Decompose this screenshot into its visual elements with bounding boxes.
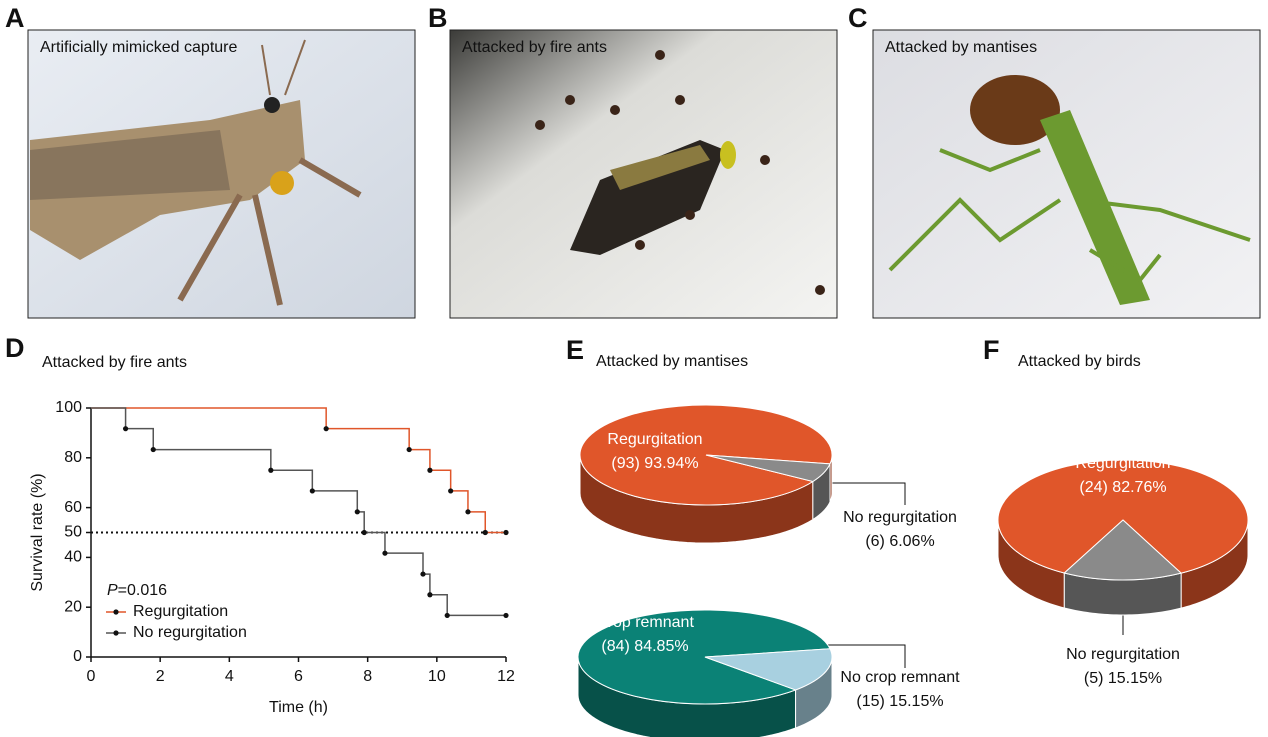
y-tick-label: 100 (55, 399, 82, 416)
legend-dot (113, 609, 119, 615)
curve-point (482, 529, 488, 536)
slice-name: Regurgitation (607, 431, 702, 448)
leader-line (800, 482, 906, 505)
slice-name: No regurgitation (843, 509, 957, 526)
curve-point (503, 612, 509, 619)
pie-slice (577, 609, 831, 705)
legend-label: Regurgitation (133, 603, 228, 620)
y-tick-label: 50 (64, 524, 82, 541)
curve-point (448, 488, 454, 494)
curve-point (427, 467, 433, 473)
panel-letter: C (848, 3, 868, 33)
pie-slice (705, 454, 831, 483)
y-tick-label: 60 (64, 499, 82, 516)
curve-point (268, 467, 274, 473)
curve-point (427, 592, 433, 598)
annotation-text: =0.016 (118, 582, 167, 599)
chart-title: Attacked by fire ants (42, 354, 187, 371)
photo-caption: Attacked by mantises (885, 39, 1037, 56)
legend-label: No regurgitation (133, 624, 247, 641)
panel-letter: F (983, 335, 1000, 365)
curve-point (361, 529, 367, 536)
pie-sides (997, 519, 1249, 616)
slice-value-label: (24) 82.76% (1079, 479, 1166, 496)
panel-letter: A (5, 3, 25, 33)
y-axis-label: Survival rate (%) (29, 473, 46, 591)
slice-name: No crop remnant (840, 669, 960, 686)
pie-tops (997, 459, 1249, 581)
photo-caption: Artificially mimicked capture (40, 39, 237, 56)
x-tick-label: 6 (294, 668, 303, 685)
curve-point (420, 571, 426, 577)
photo-caption: Attacked by fire ants (462, 39, 607, 56)
slice-name: Crop remnant (596, 614, 694, 631)
curve-point (465, 509, 471, 515)
curve-point (122, 426, 129, 432)
curve-point (323, 426, 329, 432)
x-axis-label: Time (h) (269, 699, 328, 716)
curve-point (444, 612, 450, 619)
pie-tops (577, 609, 833, 705)
x-tick-label: 8 (363, 668, 372, 685)
y-tick-label: 40 (64, 549, 82, 566)
slice-name: No regurgitation (1066, 646, 1180, 663)
photo-a (27, 29, 416, 319)
x-tick-label: 10 (428, 668, 446, 685)
pie-slice (1063, 519, 1183, 581)
x-tick-label: 4 (225, 668, 234, 685)
legend-dot (113, 630, 119, 636)
pie-slice (704, 648, 833, 691)
chart-title: Attacked by birds (1018, 353, 1141, 370)
slice-value-label: (84) 84.85% (601, 638, 688, 655)
curve-point (382, 550, 388, 556)
chart-title: Attacked by mantises (596, 353, 748, 370)
slice-value-label: (15) 15.15% (856, 693, 943, 710)
slice-value-label: (6) 6.06% (865, 533, 934, 550)
photo-b (449, 29, 838, 319)
x-tick-label: 0 (87, 668, 96, 685)
annotation-italic: P (107, 582, 118, 599)
survival-curve (91, 407, 506, 534)
pie-tops (579, 404, 833, 506)
x-tick-label: 12 (497, 668, 515, 685)
panel-letter: B (428, 3, 448, 33)
y-tick-label: 80 (64, 449, 82, 466)
curve-point (354, 509, 360, 515)
slice-name: Regurgitation (1075, 455, 1170, 472)
x-tick-label: 2 (156, 668, 165, 685)
slice-value-label: (5) 15.15% (1084, 670, 1162, 687)
y-tick-label: 20 (64, 598, 82, 615)
curve-point (503, 529, 509, 536)
annotation: P=0.016 (107, 582, 167, 599)
curve-point (150, 446, 156, 453)
slice-value-label: (93) 93.94% (611, 455, 698, 472)
photo-c (872, 29, 1261, 319)
panel-letter: D (5, 333, 25, 363)
y-tick-label: 0 (73, 648, 82, 665)
curve-point (406, 446, 412, 453)
curve-point (309, 488, 315, 494)
panel-letter: E (566, 335, 584, 365)
survival-curve (91, 407, 506, 617)
pie-slice (997, 459, 1249, 574)
